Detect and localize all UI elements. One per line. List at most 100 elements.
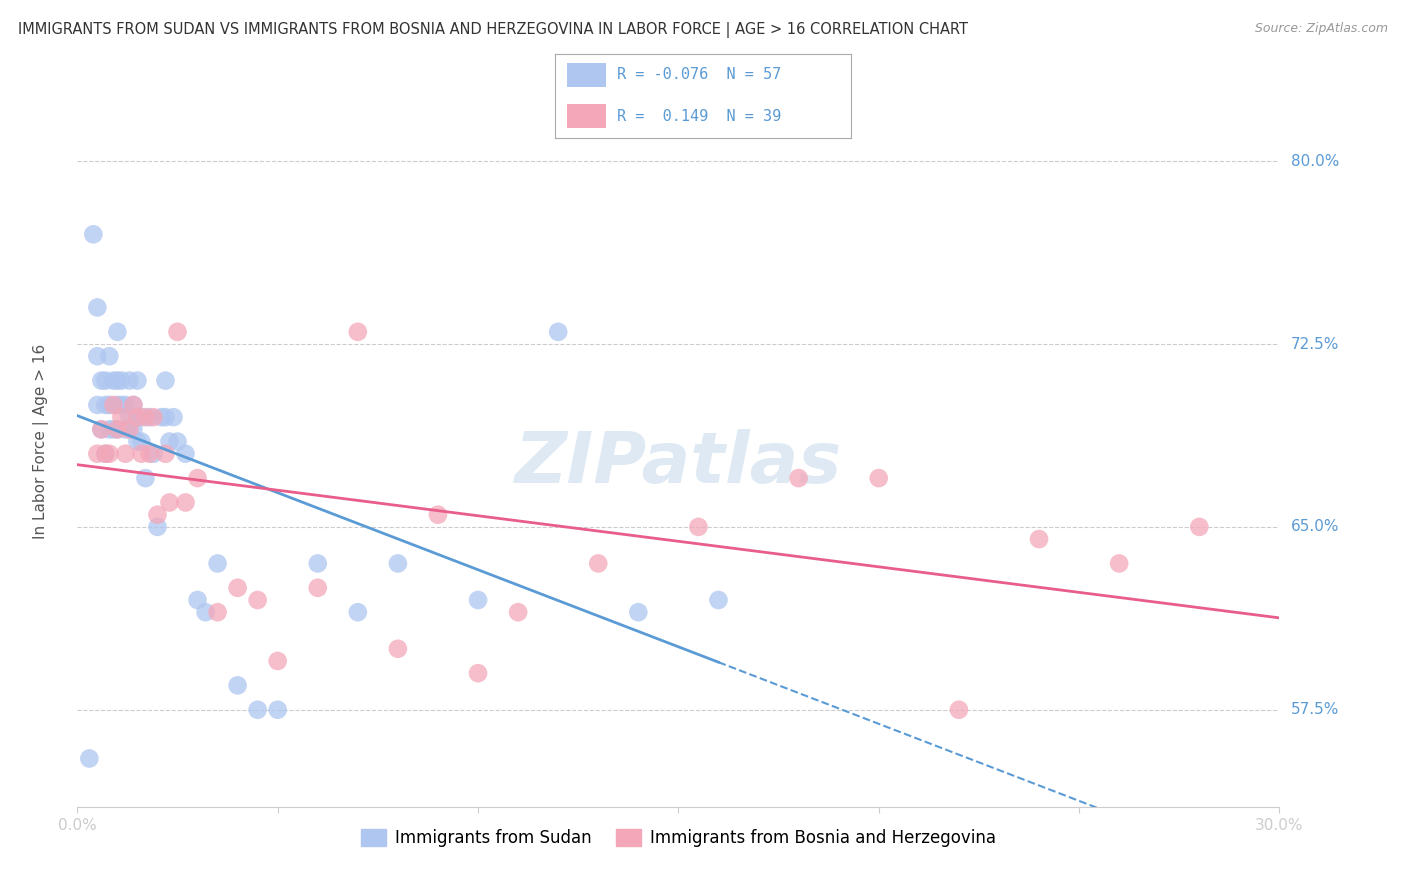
Point <box>166 434 188 449</box>
Point <box>226 581 249 595</box>
Point <box>166 325 188 339</box>
Point <box>90 422 112 436</box>
Point <box>110 374 132 388</box>
Point <box>267 654 290 668</box>
Point <box>118 374 141 388</box>
Point <box>131 447 153 461</box>
Point <box>94 447 117 461</box>
Point <box>146 520 169 534</box>
Point <box>207 557 229 571</box>
Point <box>194 605 217 619</box>
Text: 57.5%: 57.5% <box>1291 702 1339 717</box>
Point <box>122 422 145 436</box>
Point <box>127 374 149 388</box>
Text: 65.0%: 65.0% <box>1291 519 1339 534</box>
Point <box>118 410 141 425</box>
Point <box>82 227 104 242</box>
Point <box>186 593 209 607</box>
Legend: Immigrants from Sudan, Immigrants from Bosnia and Herzegovina: Immigrants from Sudan, Immigrants from B… <box>354 822 1002 854</box>
Point <box>868 471 890 485</box>
Text: 80.0%: 80.0% <box>1291 153 1339 169</box>
Point <box>1028 532 1050 546</box>
Point <box>107 325 129 339</box>
Point <box>155 447 177 461</box>
Text: In Labor Force | Age > 16: In Labor Force | Age > 16 <box>34 344 49 539</box>
Point <box>107 398 129 412</box>
Point <box>246 593 269 607</box>
Text: 72.5%: 72.5% <box>1291 336 1339 351</box>
Point <box>142 410 165 425</box>
Point <box>174 447 197 461</box>
Point <box>162 410 184 425</box>
Point <box>347 605 370 619</box>
Point <box>118 422 141 436</box>
Point <box>114 447 136 461</box>
Point <box>134 410 156 425</box>
Point <box>627 605 650 619</box>
Point <box>347 325 370 339</box>
Point <box>387 557 409 571</box>
Point <box>103 374 125 388</box>
Point <box>159 495 181 509</box>
Point <box>138 410 160 425</box>
Point <box>307 581 329 595</box>
Point <box>159 434 181 449</box>
Point <box>103 422 125 436</box>
Point <box>86 349 108 363</box>
Point <box>138 447 160 461</box>
Point <box>226 678 249 692</box>
Point <box>94 447 117 461</box>
Text: R = -0.076  N = 57: R = -0.076 N = 57 <box>617 67 782 82</box>
Point <box>118 422 141 436</box>
Point <box>1108 557 1130 571</box>
Point <box>207 605 229 619</box>
Point <box>787 471 810 485</box>
Point <box>155 410 177 425</box>
Point <box>246 703 269 717</box>
Point <box>110 410 132 425</box>
Point <box>131 434 153 449</box>
Point <box>114 398 136 412</box>
Point <box>1188 520 1211 534</box>
Point <box>142 447 165 461</box>
Point <box>707 593 730 607</box>
Point <box>107 374 129 388</box>
Point <box>122 398 145 412</box>
Point <box>86 301 108 315</box>
Point <box>86 398 108 412</box>
Point <box>94 374 117 388</box>
Point <box>127 434 149 449</box>
Point <box>547 325 569 339</box>
Bar <box>567 104 606 128</box>
Text: IMMIGRANTS FROM SUDAN VS IMMIGRANTS FROM BOSNIA AND HERZEGOVINA IN LABOR FORCE |: IMMIGRANTS FROM SUDAN VS IMMIGRANTS FROM… <box>18 22 969 38</box>
Point <box>98 447 121 461</box>
Bar <box>567 62 606 87</box>
Point <box>150 410 173 425</box>
Point <box>467 666 489 681</box>
Point <box>427 508 450 522</box>
Point <box>98 422 121 436</box>
Point <box>387 641 409 656</box>
Point <box>588 557 610 571</box>
Point <box>267 703 290 717</box>
Point <box>127 410 149 425</box>
Point <box>155 374 177 388</box>
Point <box>174 495 197 509</box>
Point <box>508 605 530 619</box>
Point <box>131 410 153 425</box>
Point <box>688 520 710 534</box>
Point <box>467 593 489 607</box>
Point <box>114 422 136 436</box>
Point <box>94 398 117 412</box>
Point <box>90 374 112 388</box>
Point <box>107 422 129 436</box>
Point <box>127 410 149 425</box>
Point <box>107 422 129 436</box>
Point <box>307 557 329 571</box>
Point <box>186 471 209 485</box>
Text: Source: ZipAtlas.com: Source: ZipAtlas.com <box>1254 22 1388 36</box>
Point <box>110 398 132 412</box>
Point <box>90 422 112 436</box>
Point <box>948 703 970 717</box>
Point <box>146 508 169 522</box>
